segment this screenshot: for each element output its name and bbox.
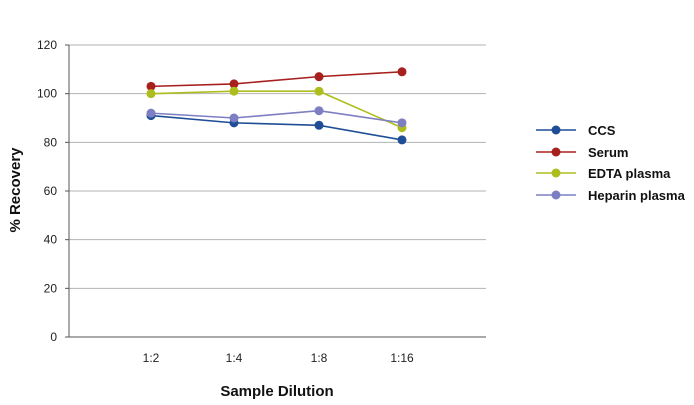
y-axis-title: % Recovery <box>7 147 24 233</box>
data-point <box>397 67 407 77</box>
data-point <box>229 86 239 96</box>
series-line <box>150 109 403 124</box>
y-tick-label: 40 <box>44 233 58 247</box>
y-tick-label: 80 <box>44 135 58 149</box>
data-point <box>314 86 324 96</box>
legend-label: Heparin plasma <box>588 188 686 203</box>
x-axis-title: Sample Dilution <box>220 383 333 400</box>
y-tick-label: 20 <box>44 281 58 295</box>
data-point <box>314 120 324 130</box>
y-tick-label: 0 <box>50 330 57 344</box>
legend-label: EDTA plasma <box>588 166 671 181</box>
series-line <box>150 114 403 141</box>
data-point <box>397 135 407 145</box>
legend-marker <box>551 147 561 157</box>
data-point <box>146 108 156 118</box>
legend-marker <box>551 168 561 178</box>
legend-item: Serum <box>536 145 628 160</box>
x-tick-label: 1:4 <box>226 351 243 365</box>
legend-item: CCS <box>536 123 616 138</box>
data-point <box>397 118 407 128</box>
x-tick-label: 1:16 <box>390 351 414 365</box>
legend-label: Serum <box>588 145 628 160</box>
series-heparin-plasma <box>146 106 407 128</box>
series-edta-plasma <box>146 86 407 133</box>
data-point <box>314 72 324 82</box>
legend: CCS Serum EDTA plasma Heparin plasma <box>536 123 686 203</box>
y-tick-label: 100 <box>37 87 57 101</box>
data-point <box>314 106 324 116</box>
x-tick-label: 1:8 <box>311 351 328 365</box>
grid-lines <box>69 44 486 289</box>
y-tick-labels: 0 20 40 60 80 100 120 <box>37 38 69 344</box>
series-serum <box>146 67 407 91</box>
series-ccs <box>146 111 407 145</box>
data-point <box>146 81 156 91</box>
data-point <box>146 89 156 99</box>
legend-label: CCS <box>588 123 616 138</box>
x-tick-label: 1:2 <box>143 351 160 365</box>
legend-item: Heparin plasma <box>536 188 686 203</box>
legend-marker <box>551 190 561 200</box>
legend-marker <box>551 125 561 135</box>
legend-item: EDTA plasma <box>536 166 671 181</box>
series-line <box>150 70 403 88</box>
data-point <box>229 79 239 89</box>
series-line <box>150 90 403 129</box>
x-tick-labels: 1:2 1:4 1:8 1:16 <box>143 351 414 365</box>
y-tick-label: 120 <box>37 38 57 52</box>
data-point <box>229 113 239 123</box>
y-tick-label: 60 <box>44 184 58 198</box>
series-lines <box>146 67 407 145</box>
